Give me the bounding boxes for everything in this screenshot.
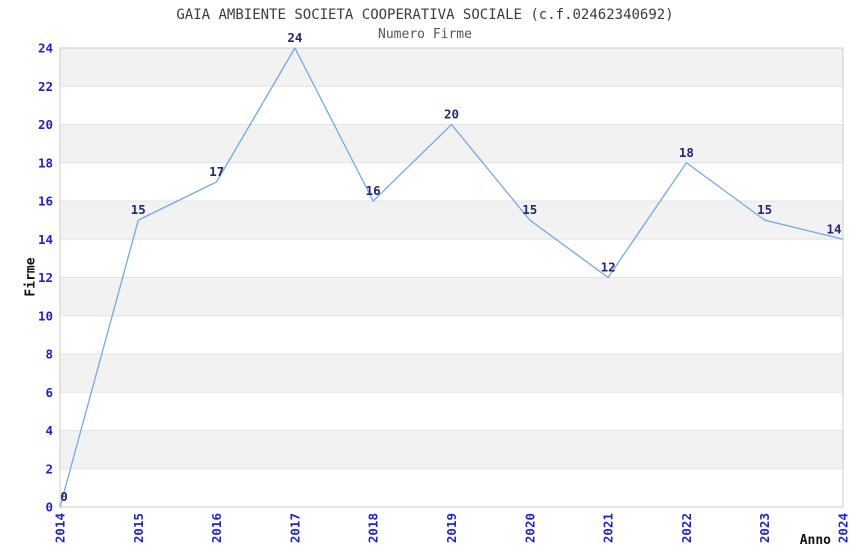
grid-band [60, 277, 843, 316]
y-tick-label: 10 [38, 308, 53, 323]
y-tick-label: 6 [45, 385, 53, 400]
point-label: 14 [826, 221, 841, 236]
chart-title: GAIA AMBIENTE SOCIETA COOPERATIVA SOCIAL… [176, 7, 674, 23]
y-tick-label: 16 [38, 194, 53, 209]
y-tick-label: 2 [45, 461, 53, 476]
y-tick-label: 12 [38, 270, 53, 285]
grid-band [60, 124, 843, 163]
x-tick-label: 2024 [836, 513, 850, 543]
x-tick-label: 2018 [366, 513, 381, 543]
grid-band [60, 430, 843, 469]
point-label: 17 [209, 164, 224, 179]
x-tick-label: 2021 [601, 513, 616, 543]
point-label: 24 [287, 30, 302, 45]
y-tick-label: 14 [38, 232, 53, 247]
x-tick-label: 2020 [522, 513, 537, 543]
point-label: 15 [757, 202, 772, 217]
grid-band [60, 354, 843, 393]
y-tick-label: 22 [38, 79, 53, 94]
x-tick-label: 2022 [679, 513, 694, 543]
x-axis-label: Anno [799, 533, 831, 548]
y-tick-label: 24 [38, 41, 53, 56]
x-tick-label: 2015 [131, 513, 146, 543]
data-line [59, 47, 844, 508]
point-label: 15 [522, 202, 537, 217]
point-label: 0 [60, 489, 68, 504]
x-tick-label: 2019 [444, 513, 459, 543]
point-label: 12 [601, 260, 616, 275]
plot-border [59, 47, 844, 508]
y-tick-label: 4 [45, 423, 53, 438]
point-label: 16 [366, 183, 381, 198]
y-tick-label: 20 [38, 117, 53, 132]
y-tick-label: 0 [45, 500, 53, 515]
y-tick-label: 8 [45, 347, 53, 362]
x-tick-label: 2017 [287, 513, 302, 543]
grid-band [60, 48, 843, 87]
chart-subtitle: Numero Firme [378, 27, 472, 42]
point-label: 18 [679, 145, 694, 160]
point-label: 15 [131, 202, 146, 217]
x-tick-label: 2016 [209, 513, 224, 543]
grid-band [60, 201, 843, 240]
point-label: 20 [444, 107, 459, 122]
x-tick-label: 2014 [53, 513, 68, 543]
x-tick-label: 2023 [757, 513, 772, 543]
y-tick-label: 18 [38, 155, 53, 170]
